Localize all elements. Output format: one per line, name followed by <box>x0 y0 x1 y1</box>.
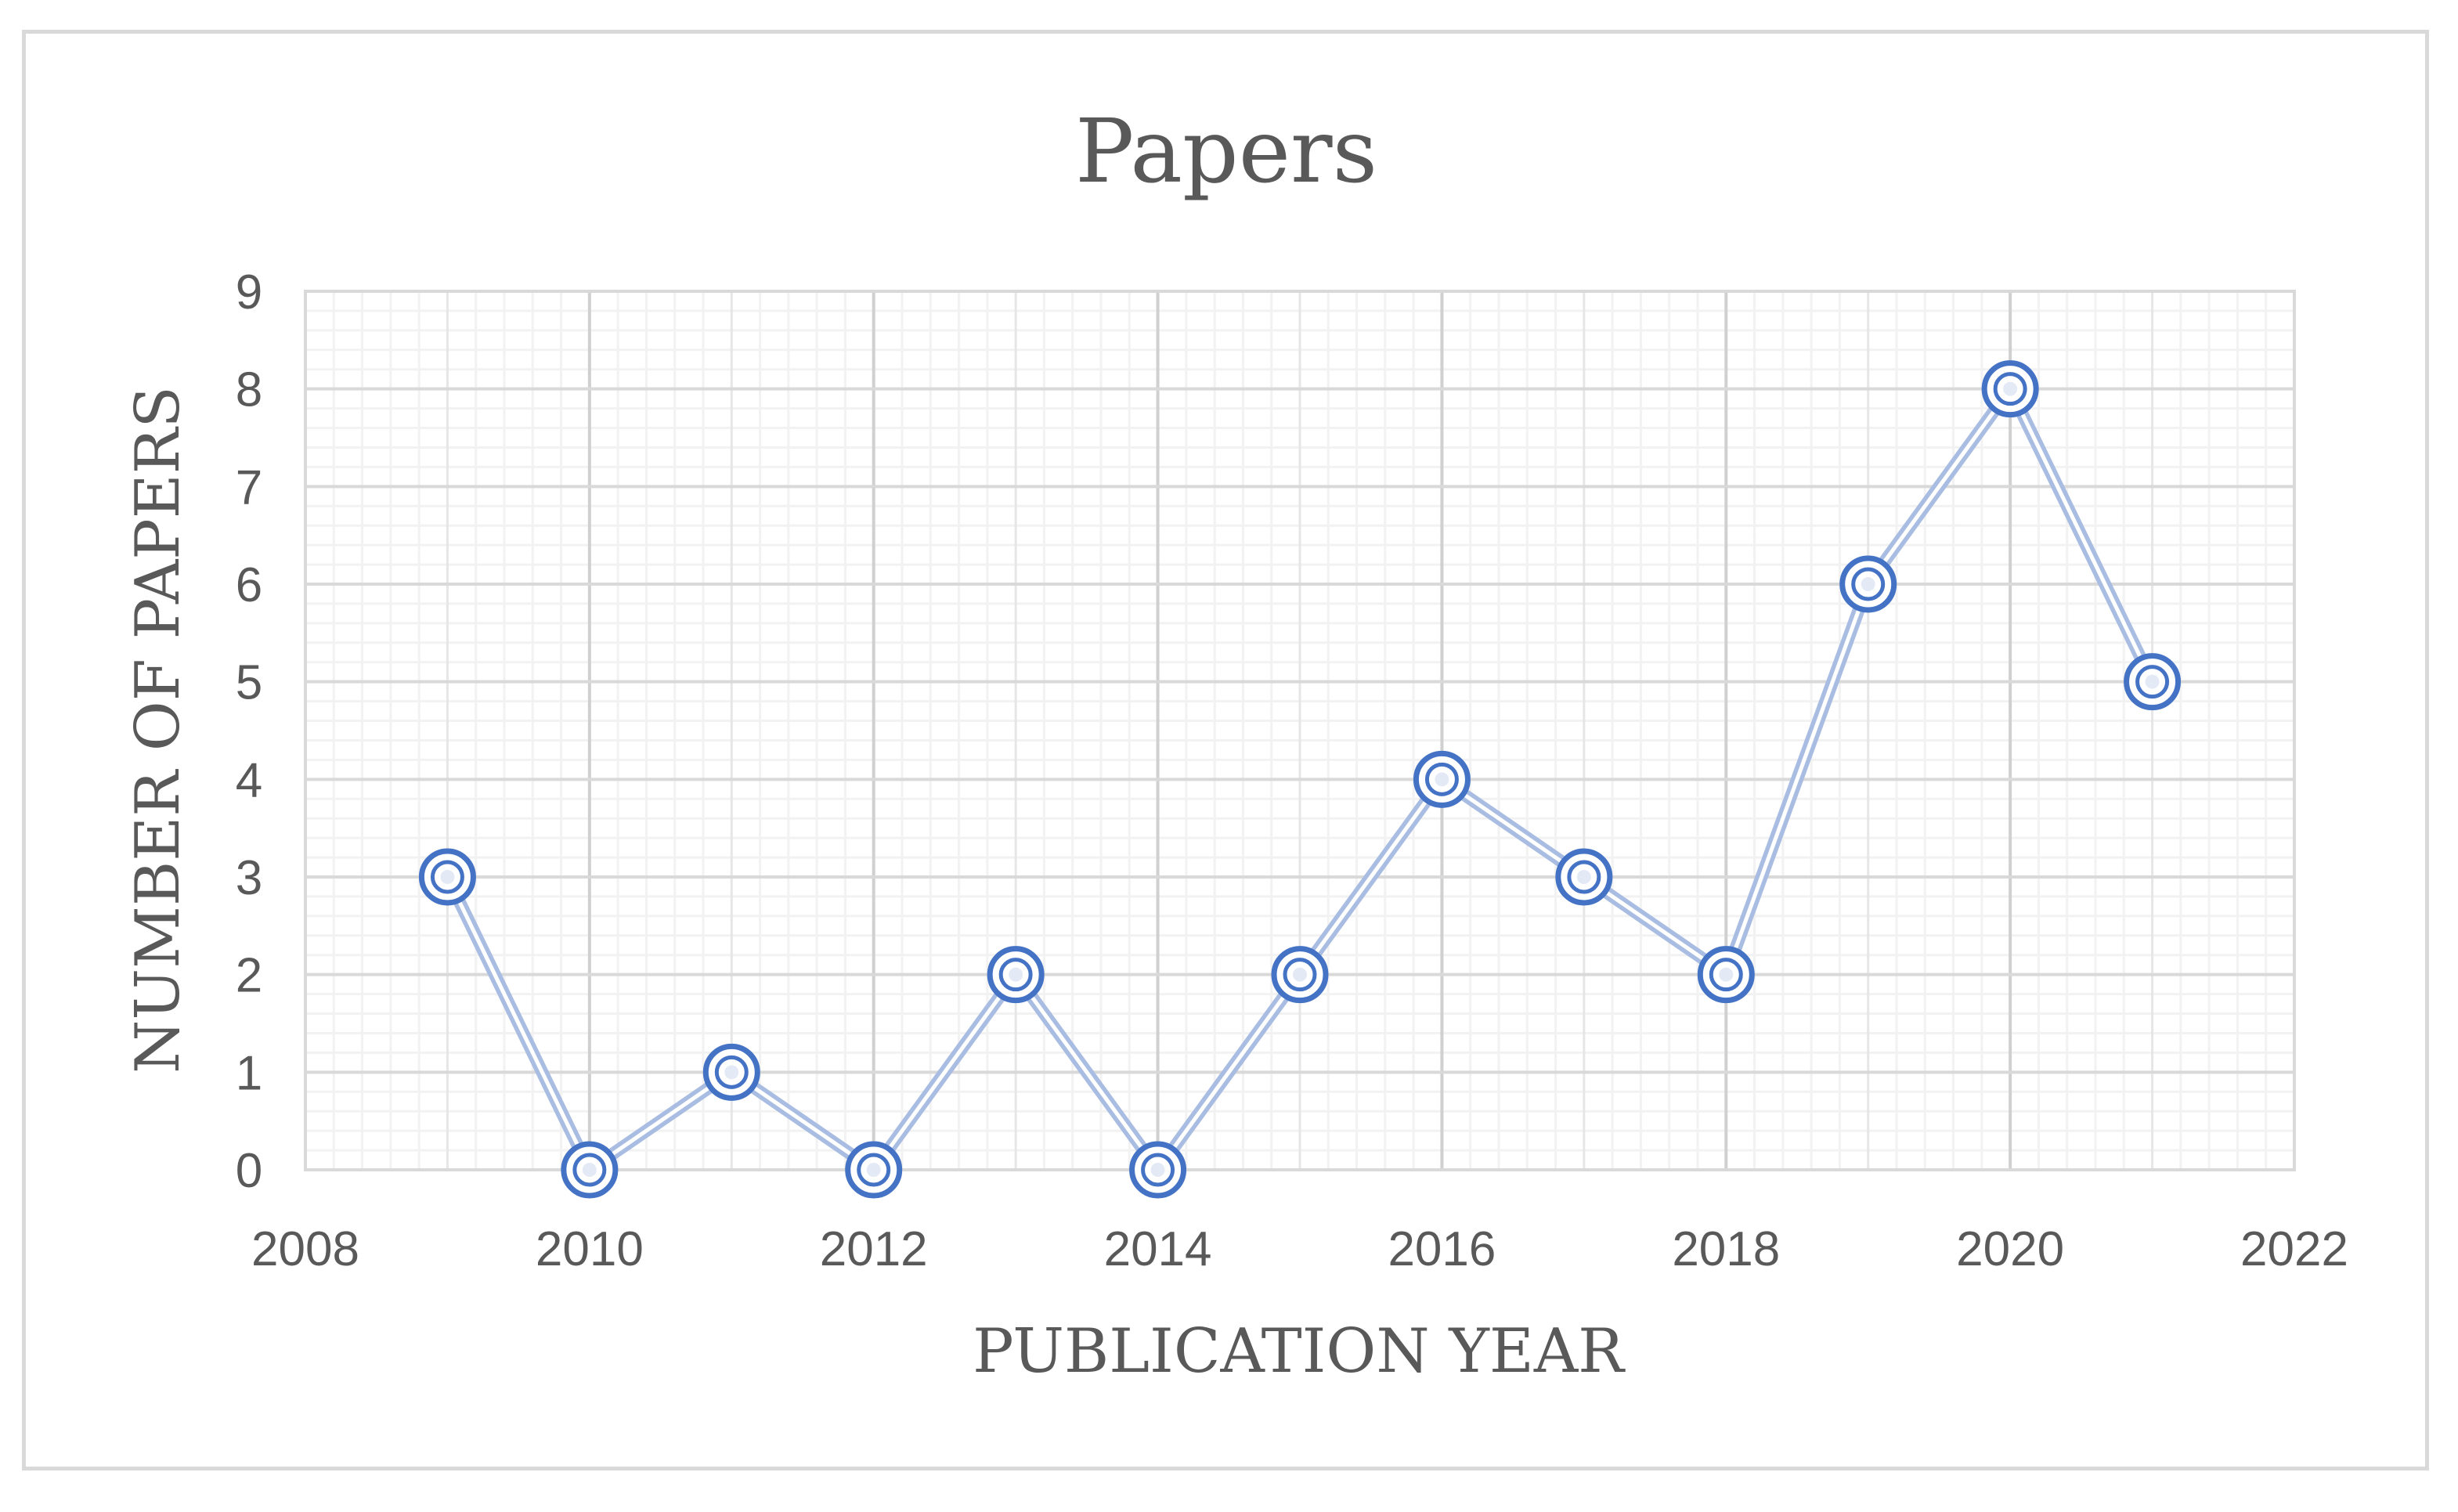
x-tick-label: 2014 <box>1104 1222 1212 1276</box>
x-tick-label: 2016 <box>1388 1222 1496 1276</box>
x-axis-label: PUBLICATION YEAR <box>973 1316 1626 1387</box>
data-point-center <box>1293 967 1307 982</box>
data-point <box>1129 1141 1187 1199</box>
x-tick-label: 2010 <box>536 1222 644 1276</box>
series-marker-group <box>418 360 2182 1199</box>
data-point <box>1555 848 1613 906</box>
y-tick-label: 1 <box>236 1046 262 1100</box>
chart-frame <box>22 30 2429 1471</box>
data-point-center <box>1435 772 1449 787</box>
data-point-center <box>1719 967 1734 982</box>
x-axis-tick-labels: 2008 2010 2012 2014 2016 2018 2020 2022 <box>251 1222 2348 1276</box>
data-point-center <box>1861 577 1875 591</box>
data-point <box>1839 555 1897 613</box>
plot-area-border <box>304 290 2296 1171</box>
data-point-center <box>2003 381 2018 396</box>
y-axis-tick-labels: 0 1 2 3 4 5 6 7 8 9 <box>236 265 262 1198</box>
y-tick-label: 5 <box>236 656 262 710</box>
data-point <box>1413 750 1471 808</box>
data-point <box>2124 653 2182 711</box>
y-tick-label: 2 <box>236 949 262 1003</box>
x-tick-label: 2018 <box>1672 1222 1780 1276</box>
data-point-center <box>724 1065 739 1080</box>
y-tick-label: 4 <box>236 753 262 807</box>
data-point <box>561 1141 619 1199</box>
data-point-center <box>1150 1163 1165 1177</box>
data-point <box>1271 946 1329 1004</box>
x-tick-label: 2008 <box>251 1222 359 1276</box>
data-point <box>1981 360 2039 418</box>
data-point <box>987 946 1045 1004</box>
x-tick-label: 2012 <box>820 1222 928 1276</box>
x-tick-label: 2020 <box>1956 1222 2064 1276</box>
y-tick-label: 7 <box>236 460 262 514</box>
data-point <box>702 1043 760 1101</box>
chart-title: Papers <box>1075 101 1377 203</box>
data-point-center <box>866 1163 881 1177</box>
data-point-center <box>1009 967 1023 982</box>
y-tick-label: 3 <box>236 851 262 905</box>
y-tick-label: 8 <box>236 363 262 417</box>
y-tick-label: 6 <box>236 558 262 612</box>
y-tick-label: 0 <box>236 1144 262 1198</box>
data-point <box>1697 946 1755 1004</box>
data-point-center <box>582 1163 597 1177</box>
data-point-center <box>2145 674 2160 689</box>
major-gridlines <box>305 291 2294 1170</box>
data-point-center <box>1576 870 1591 884</box>
y-tick-label: 9 <box>236 265 262 319</box>
data-point <box>845 1141 903 1199</box>
data-point <box>418 848 476 906</box>
y-axis-label: NUMBER OF PAPERS <box>123 386 193 1074</box>
data-point-center <box>440 870 455 884</box>
x-tick-label: 2022 <box>2240 1222 2348 1276</box>
